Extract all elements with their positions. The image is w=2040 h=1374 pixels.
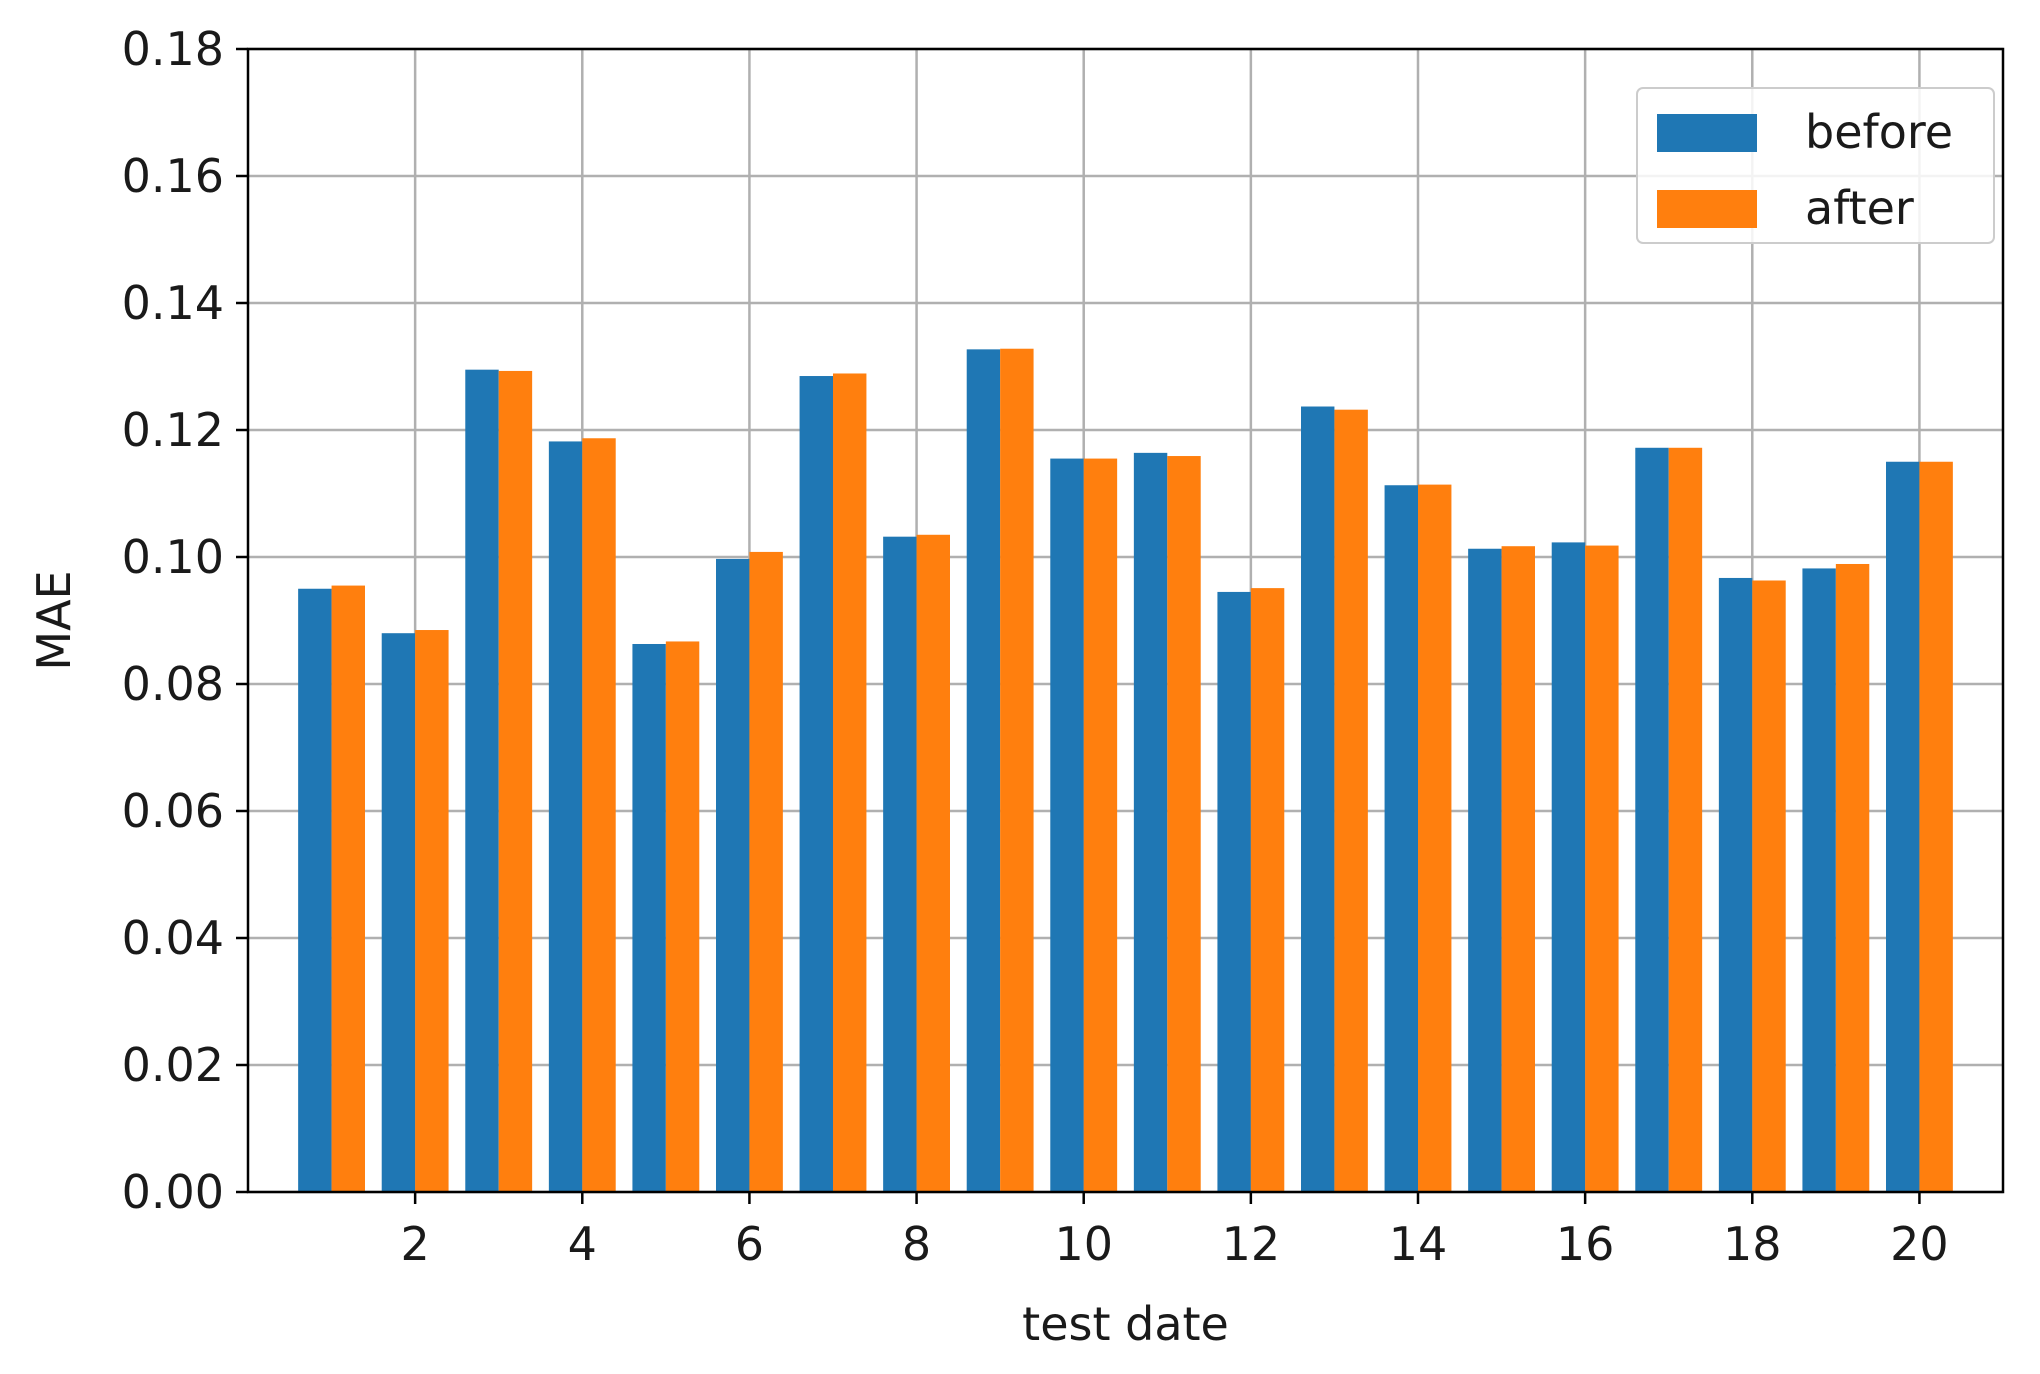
x-tick-label: 2 [401, 1217, 430, 1271]
bar-before-10 [1050, 458, 1084, 1192]
legend-swatch-before [1657, 114, 1757, 152]
bar-before-2 [381, 633, 416, 1192]
bar-after-3 [498, 370, 533, 1192]
bar-after-15 [1501, 546, 1535, 1192]
x-tick-label: 18 [1723, 1217, 1782, 1271]
bars [298, 348, 1953, 1193]
bar-after-8 [916, 534, 950, 1192]
bar-before-20 [1886, 461, 1920, 1192]
y-tick-label: 0.12 [122, 403, 224, 457]
x-tick-label: 6 [735, 1217, 764, 1271]
x-tick-label: 4 [568, 1217, 597, 1271]
legend-label-after: after [1805, 181, 1914, 235]
bar-before-9 [966, 349, 1001, 1193]
bar-before-12 [1217, 591, 1251, 1192]
y-axis-label: MAE [27, 570, 81, 670]
bar-before-17 [1635, 447, 1669, 1192]
legend-swatch-after [1657, 190, 1757, 228]
bar-after-2 [415, 630, 449, 1192]
bar-after-1 [331, 585, 365, 1192]
axes [246, 47, 2005, 1194]
bar-before-13 [1301, 406, 1335, 1192]
y-tick-label: 0.10 [122, 530, 224, 584]
legend: before after [1636, 87, 1995, 244]
bar-after-20 [1919, 461, 1953, 1192]
x-tick-label: 16 [1556, 1217, 1615, 1271]
bar-before-15 [1468, 548, 1502, 1192]
y-tick-label: 0.08 [122, 657, 224, 711]
y-tick-label: 0.16 [122, 149, 224, 203]
bar-before-19 [1802, 568, 1836, 1192]
legend-label-before: before [1805, 105, 1953, 159]
bar-before-8 [883, 536, 917, 1192]
bar-after-9 [1000, 348, 1034, 1193]
x-tick-label: 10 [1054, 1217, 1113, 1271]
plot-frame [246, 47, 2005, 1194]
x-axis-label: test date [1022, 1297, 1229, 1351]
bar-before-3 [465, 369, 499, 1192]
y-tick-label: 0.14 [122, 276, 224, 330]
bar-after-6 [749, 551, 783, 1192]
bar-after-18 [1752, 580, 1786, 1192]
bar-after-7 [833, 373, 867, 1192]
bar-after-5 [665, 641, 700, 1192]
bar-before-7 [799, 376, 833, 1192]
y-tick-label: 0.06 [122, 784, 224, 838]
x-tick-label: 14 [1389, 1217, 1448, 1271]
x-tick-label: 20 [1890, 1217, 1949, 1271]
x-tick-label: 8 [902, 1217, 931, 1271]
y-tick-label: 0.02 [122, 1038, 224, 1092]
bar-before-1 [298, 588, 332, 1192]
bar-after-13 [1334, 409, 1368, 1192]
bar-after-17 [1668, 447, 1703, 1192]
x-tick-label: 12 [1222, 1217, 1281, 1271]
bar-after-4 [582, 438, 616, 1192]
y-tick-label: 0.00 [122, 1165, 224, 1219]
bar-before-4 [548, 441, 583, 1192]
bar-after-14 [1418, 484, 1452, 1192]
bar-before-16 [1551, 542, 1586, 1192]
bar-before-18 [1718, 577, 1753, 1192]
bar-after-10 [1083, 458, 1118, 1192]
bar-before-6 [716, 558, 750, 1192]
bar-after-11 [1167, 456, 1201, 1192]
ticks: 0.00 0.02 0.04 0.06 0.08 0.10 0.12 0.14 0.16 0.18… [122, 22, 1949, 1271]
y-tick-label: 0.04 [122, 911, 224, 965]
bar-after-12 [1250, 588, 1285, 1192]
bar-after-16 [1585, 545, 1619, 1192]
bar-before-14 [1384, 485, 1418, 1192]
bar-after-19 [1835, 563, 1870, 1192]
y-tick-label: 0.18 [122, 22, 224, 76]
bar-before-11 [1133, 452, 1168, 1192]
bar-before-5 [632, 643, 666, 1192]
